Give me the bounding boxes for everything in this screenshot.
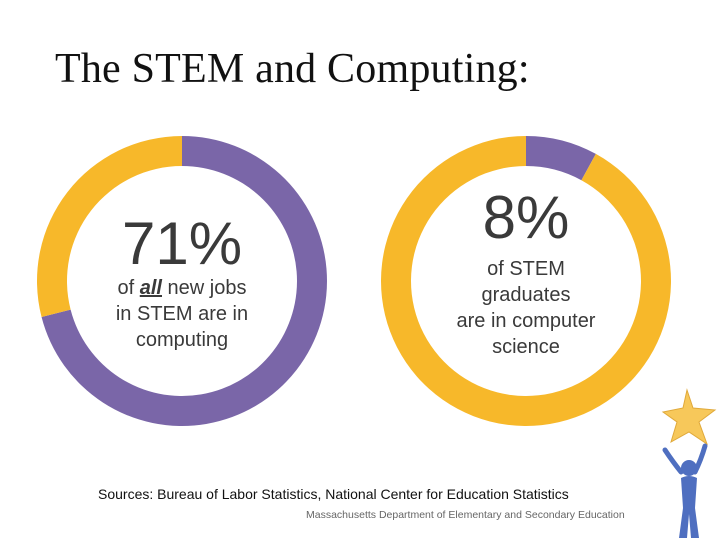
chart2-label-line2: graduates bbox=[482, 284, 571, 306]
sources-note: Sources: Bureau of Labor Statistics, Nat… bbox=[98, 486, 569, 502]
chart2-label-line4: science bbox=[492, 336, 560, 358]
person-holding-star-icon bbox=[661, 388, 717, 538]
donut-chart-cs-graduates bbox=[381, 136, 671, 426]
chart2-center-value: 8% bbox=[483, 184, 570, 251]
chart2-label-line1: of STEM bbox=[487, 258, 565, 280]
donut-slice-computer-science bbox=[526, 136, 596, 181]
donut-slice-other bbox=[36, 136, 182, 318]
chart1-label-line3: computing bbox=[136, 329, 228, 351]
donut-slice-other bbox=[381, 136, 671, 426]
slide-title: The STEM and Computing: bbox=[55, 46, 530, 92]
donut-chart-computing-jobs bbox=[36, 136, 328, 426]
chart1-label-line2: in STEM are in bbox=[116, 303, 248, 325]
chart1-label-line1: of all new jobs bbox=[118, 277, 247, 299]
chart2-label-line3: are in computer bbox=[457, 310, 596, 332]
chart1-center-value: 71% bbox=[122, 210, 242, 277]
footer-org: Massachusetts Department of Elementary a… bbox=[306, 509, 625, 521]
